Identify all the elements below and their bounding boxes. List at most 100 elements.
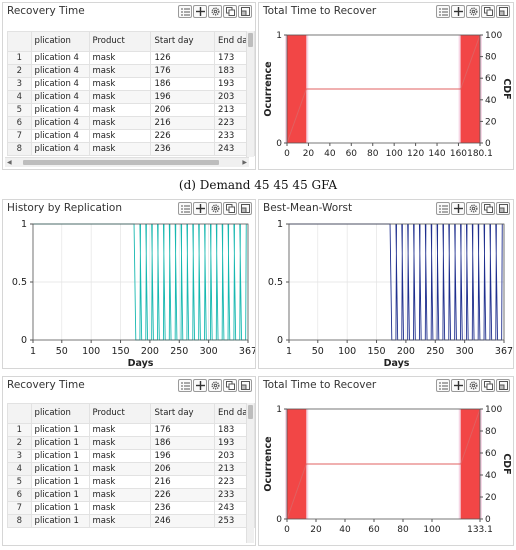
copy-icon[interactable] bbox=[481, 5, 495, 18]
y2-tick-label: 60 bbox=[485, 74, 497, 84]
table-row[interactable]: 5 plication 4 mask 206 213 bbox=[7, 103, 255, 117]
copy-icon[interactable] bbox=[223, 202, 237, 215]
column-header[interactable]: Product bbox=[88, 403, 152, 424]
x-tick-label: 0 bbox=[284, 525, 290, 535]
table-row[interactable]: 8 plication 4 mask 236 243 bbox=[7, 142, 255, 156]
table-row[interactable]: 1 plication 4 mask 126 173 bbox=[7, 51, 255, 65]
list-icon[interactable] bbox=[178, 5, 192, 18]
expand-icon[interactable] bbox=[238, 5, 252, 18]
column-header[interactable] bbox=[7, 31, 32, 52]
expand-icon[interactable] bbox=[238, 379, 252, 392]
list-icon[interactable] bbox=[178, 379, 192, 392]
gear-icon[interactable] bbox=[466, 5, 480, 18]
table-cell: plication 4 bbox=[30, 90, 90, 104]
crosshair-icon[interactable] bbox=[193, 379, 207, 392]
table-cell: 253 bbox=[214, 514, 255, 528]
table-row[interactable]: 7 plication 1 mask 236 243 bbox=[7, 501, 255, 515]
scrollbar-thumb[interactable] bbox=[248, 33, 253, 47]
y-tick-label: 0.5 bbox=[12, 277, 27, 288]
crosshair-icon[interactable] bbox=[451, 202, 465, 215]
table-cell: 126 bbox=[150, 51, 216, 65]
table-row[interactable]: 4 plication 1 mask 206 213 bbox=[7, 462, 255, 476]
table-row[interactable]: 2 plication 1 mask 186 193 bbox=[7, 436, 255, 450]
row-number: 1 bbox=[7, 423, 32, 437]
column-header[interactable]: Start day bbox=[150, 403, 216, 424]
table-row[interactable]: 8 plication 1 mask 246 253 bbox=[7, 514, 255, 528]
x-tick-label: 80 bbox=[367, 149, 379, 159]
table-row[interactable]: 3 plication 4 mask 186 193 bbox=[7, 77, 255, 91]
scroll-right-icon[interactable]: ▶ bbox=[242, 159, 247, 166]
table-row[interactable]: 6 plication 1 mask 226 233 bbox=[7, 488, 255, 502]
list-icon[interactable] bbox=[436, 202, 450, 215]
panel-title: Recovery Time bbox=[7, 5, 85, 17]
y-tick-label: 1 bbox=[276, 405, 282, 415]
x-tick-label: 100 bbox=[386, 149, 403, 159]
table-header-row: plication Product Start day End da bbox=[7, 403, 255, 424]
scroll-left-icon[interactable]: ◀ bbox=[7, 159, 12, 166]
row-number: 5 bbox=[7, 103, 32, 117]
table-row[interactable]: 7 plication 4 mask 226 233 bbox=[7, 129, 255, 143]
y2-tick-label: 20 bbox=[485, 493, 497, 503]
gear-icon[interactable] bbox=[466, 202, 480, 215]
y-tick-label: 1 bbox=[276, 31, 282, 41]
gear-icon[interactable] bbox=[208, 202, 222, 215]
vertical-scrollbar[interactable] bbox=[246, 403, 254, 543]
list-icon[interactable] bbox=[436, 5, 450, 18]
table-row[interactable]: 4 plication 4 mask 196 203 bbox=[7, 90, 255, 104]
panel-title: Total Time to Recover bbox=[263, 379, 377, 391]
table-cell: 176 bbox=[150, 64, 216, 78]
crosshair-icon[interactable] bbox=[193, 5, 207, 18]
table-row[interactable]: 3 plication 1 mask 196 203 bbox=[7, 449, 255, 463]
expand-icon[interactable] bbox=[496, 202, 510, 215]
list-icon[interactable] bbox=[178, 202, 192, 215]
y-tick-label: 0.5 bbox=[268, 277, 283, 288]
panel-title: History by Replication bbox=[7, 202, 123, 214]
table-cell: 206 bbox=[150, 103, 216, 117]
copy-icon[interactable] bbox=[481, 202, 495, 215]
gear-icon[interactable] bbox=[208, 379, 222, 392]
horizontal-scrollbar[interactable]: ◀ ▶ bbox=[5, 157, 249, 167]
panel-toolbar bbox=[178, 379, 252, 392]
recovery-time-table: plication Product Start day End da 1 plicatio… bbox=[7, 31, 255, 156]
table-row[interactable]: 1 plication 1 mask 176 183 bbox=[7, 423, 255, 437]
column-header[interactable] bbox=[7, 403, 32, 424]
column-header[interactable]: Start day bbox=[150, 31, 216, 52]
crosshair-icon[interactable] bbox=[451, 5, 465, 18]
x-tick-label: 250 bbox=[170, 346, 188, 357]
table-cell: 196 bbox=[150, 90, 216, 104]
crosshair-icon[interactable] bbox=[451, 379, 465, 392]
copy-icon[interactable] bbox=[481, 379, 495, 392]
table-row[interactable]: 5 plication 1 mask 216 223 bbox=[7, 475, 255, 489]
x-tick-label: 1 bbox=[30, 346, 36, 357]
gear-icon[interactable] bbox=[466, 379, 480, 392]
column-header[interactable]: Product bbox=[88, 31, 152, 52]
crosshair-icon[interactable] bbox=[193, 202, 207, 215]
table-cell: mask bbox=[88, 77, 152, 91]
column-header[interactable]: plication bbox=[30, 403, 90, 424]
table-cell: plication 1 bbox=[30, 501, 90, 515]
total-time-chart: 0 20 40 60 80 100 120 140 160 180.101020406080100… bbox=[263, 31, 512, 159]
row-number: 6 bbox=[7, 116, 32, 130]
y2-tick-label: 0 bbox=[485, 515, 491, 525]
table-cell: 216 bbox=[150, 116, 216, 130]
scrollbar-thumb[interactable] bbox=[248, 405, 253, 419]
vertical-scrollbar[interactable] bbox=[246, 31, 254, 157]
list-icon[interactable] bbox=[436, 379, 450, 392]
expand-icon[interactable] bbox=[238, 202, 252, 215]
copy-icon[interactable] bbox=[223, 379, 237, 392]
gear-icon[interactable] bbox=[208, 5, 222, 18]
expand-icon[interactable] bbox=[496, 379, 510, 392]
scrollbar-thumb[interactable] bbox=[23, 160, 219, 165]
table-cell: 176 bbox=[150, 423, 216, 437]
expand-icon[interactable] bbox=[496, 5, 510, 18]
column-header[interactable]: plication bbox=[30, 31, 90, 52]
table-cell: 186 bbox=[150, 436, 216, 450]
table-row[interactable]: 2 plication 4 mask 176 183 bbox=[7, 64, 255, 78]
y2-tick-label: 20 bbox=[485, 117, 497, 127]
copy-icon[interactable] bbox=[223, 5, 237, 18]
table-row[interactable]: 6 plication 4 mask 216 223 bbox=[7, 116, 255, 130]
table-cell: 226 bbox=[150, 129, 216, 143]
table-cell: plication 4 bbox=[30, 142, 90, 156]
table-cell: mask bbox=[88, 129, 152, 143]
